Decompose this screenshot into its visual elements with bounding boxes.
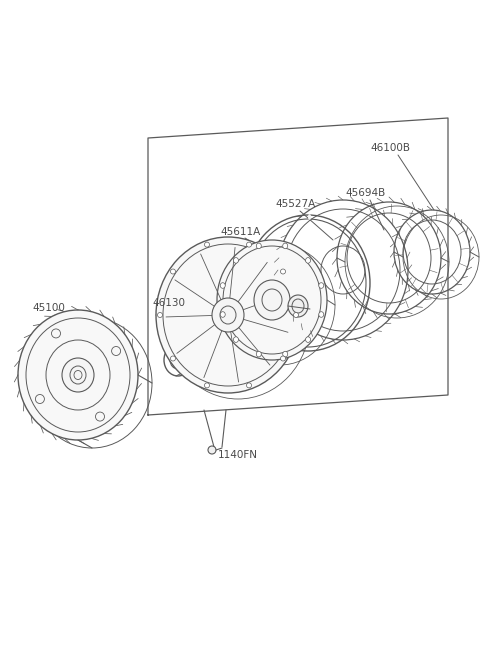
- Text: 46130: 46130: [152, 298, 185, 308]
- Ellipse shape: [283, 243, 288, 249]
- Ellipse shape: [170, 269, 176, 274]
- Ellipse shape: [306, 257, 311, 263]
- Ellipse shape: [217, 240, 327, 360]
- Ellipse shape: [212, 298, 244, 332]
- Ellipse shape: [18, 310, 138, 440]
- Ellipse shape: [208, 446, 216, 454]
- Ellipse shape: [256, 243, 261, 249]
- Ellipse shape: [247, 242, 252, 247]
- Ellipse shape: [156, 237, 300, 393]
- Ellipse shape: [280, 356, 286, 361]
- Text: 45611A: 45611A: [220, 227, 260, 237]
- Ellipse shape: [204, 383, 209, 388]
- Ellipse shape: [254, 280, 290, 320]
- Ellipse shape: [306, 337, 311, 343]
- Ellipse shape: [233, 257, 239, 263]
- Ellipse shape: [157, 312, 163, 318]
- Text: 46100B: 46100B: [370, 143, 410, 153]
- Ellipse shape: [233, 337, 239, 343]
- Text: 1140FN: 1140FN: [218, 450, 258, 460]
- Ellipse shape: [288, 295, 308, 317]
- Ellipse shape: [204, 242, 209, 247]
- Ellipse shape: [319, 283, 324, 288]
- Text: 45694B: 45694B: [345, 188, 385, 198]
- Ellipse shape: [220, 283, 225, 288]
- Ellipse shape: [170, 356, 176, 361]
- Ellipse shape: [256, 351, 261, 357]
- Ellipse shape: [293, 312, 299, 318]
- Ellipse shape: [280, 269, 286, 274]
- Text: 45100: 45100: [32, 303, 65, 313]
- Text: 45527A: 45527A: [275, 199, 315, 209]
- Ellipse shape: [319, 312, 324, 317]
- Ellipse shape: [283, 351, 288, 357]
- Ellipse shape: [220, 312, 225, 317]
- Ellipse shape: [62, 358, 94, 392]
- Ellipse shape: [247, 383, 252, 388]
